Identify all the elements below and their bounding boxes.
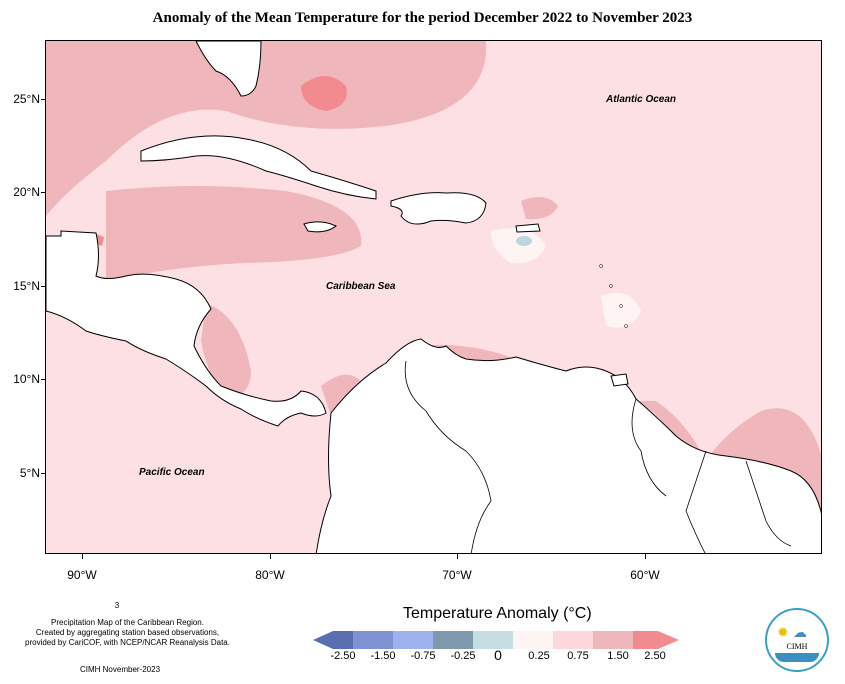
legend-title: Temperature Anomaly (°C) (403, 605, 592, 622)
lat-tick (41, 379, 45, 380)
sun-icon: ✹ (777, 624, 789, 640)
lat-label-5n: 5°N (19, 466, 40, 480)
cimh-logo: ✹ ☁ CIMH (765, 608, 829, 672)
anomaly-region-north (46, 41, 487, 216)
label-pacific-ocean: Pacific Ocean (139, 467, 205, 478)
legend-swatch-0 (313, 631, 353, 649)
lon-tick (457, 554, 458, 559)
anomaly-region-low-windward (601, 293, 641, 328)
anomaly-region-colombia-coast (321, 374, 361, 416)
legend-swatch-4 (473, 631, 513, 649)
legend-tick-label: -1.50 (370, 650, 396, 662)
map-canvas (46, 41, 821, 553)
footnote-credit: CIMH November-2023 (79, 665, 161, 674)
land-puerto-rico (515, 223, 541, 233)
lon-label-80w: 80°W (255, 568, 285, 582)
lat-label-10n: 10°N (13, 372, 40, 386)
land-central-america (46, 230, 327, 427)
land-masses (46, 41, 821, 553)
lat-label-25n: 25°N (13, 92, 40, 106)
lon-label-60w: 60°W (630, 568, 660, 582)
legend-swatch-8 (633, 631, 679, 649)
anomaly-region-central-america-coast (201, 303, 251, 401)
logo-abbreviation: CIMH (786, 642, 808, 651)
lon-label-70w: 70°W (442, 568, 472, 582)
footnote-description: Precipitation Map of the Caribbean Regio… (10, 618, 245, 648)
legend-swatch-3 (433, 631, 473, 649)
legend-swatch-2 (393, 631, 433, 649)
lat-tick (41, 286, 45, 287)
lat-tick (41, 473, 45, 474)
lon-tick (82, 554, 83, 559)
lon-tick (270, 554, 271, 559)
anomaly-region-bahamas-high (301, 76, 347, 111)
lon-label-90w: 90°W (67, 568, 97, 582)
border-colombia-venezuela (404, 360, 492, 553)
legend-tick-label: 0.75 (567, 650, 589, 662)
land-south-america (315, 338, 821, 553)
island-marker (609, 284, 613, 288)
lat-tick (41, 192, 45, 193)
label-caribbean-sea: Caribbean Sea (326, 281, 396, 292)
island-marker (599, 264, 603, 268)
border-venezuela-guyana (631, 398, 667, 497)
map-title: Anomaly of the Mean Temperature for the … (152, 10, 693, 26)
legend-tick-label: 0 (494, 647, 502, 663)
footnote-line-3: provided by CariCOF, with NCEP/NCAR Rean… (25, 638, 230, 647)
anomaly-region-low-east (491, 228, 546, 264)
legend-tick-label: -2.50 (330, 650, 356, 662)
legend-swatch-5 (513, 631, 553, 649)
land-jamaica (303, 221, 337, 233)
coastline-details (599, 264, 628, 328)
land-cuba (140, 135, 377, 200)
border-guyana-suriname (685, 450, 707, 553)
cloud-icon: ☁ (793, 624, 807, 640)
legend-swatch-1 (353, 631, 393, 649)
legend-swatch-7 (593, 631, 633, 649)
lat-label-20n: 20°N (13, 185, 40, 199)
lat-label-15n: 15°N (13, 279, 40, 293)
legend-tick-label: 1.50 (607, 650, 629, 662)
lat-tick (41, 99, 45, 100)
land-hispaniola (390, 192, 487, 225)
land-trinidad (610, 373, 629, 387)
country-borders (404, 360, 792, 553)
footnote-marker: 3 (114, 601, 120, 610)
footnote-line-1: Precipitation Map of the Caribbean Regio… (51, 618, 204, 627)
anomaly-region-western-caribbean (106, 186, 362, 281)
footnote-line-2: Created by aggregating station based obs… (35, 628, 220, 637)
legend-swatch-6 (553, 631, 593, 649)
border-suriname-guiana (745, 460, 792, 547)
legend-tick-label: -0.75 (410, 650, 436, 662)
legend-tick-label: -0.25 (450, 650, 476, 662)
label-atlantic-ocean: Atlantic Ocean (606, 94, 677, 105)
lon-tick (645, 554, 646, 559)
land-florida (195, 41, 262, 97)
wave-icon (775, 653, 819, 662)
legend-tick-label: 2.50 (644, 650, 666, 662)
legend-colorbar (313, 631, 679, 649)
anomaly-map (45, 40, 822, 554)
legend-tick-label: 0.25 (528, 650, 550, 662)
island-marker (624, 324, 628, 328)
island-marker (619, 304, 623, 308)
anomaly-region-puerto-rico (521, 197, 558, 220)
anomaly-region-cool (516, 236, 532, 246)
